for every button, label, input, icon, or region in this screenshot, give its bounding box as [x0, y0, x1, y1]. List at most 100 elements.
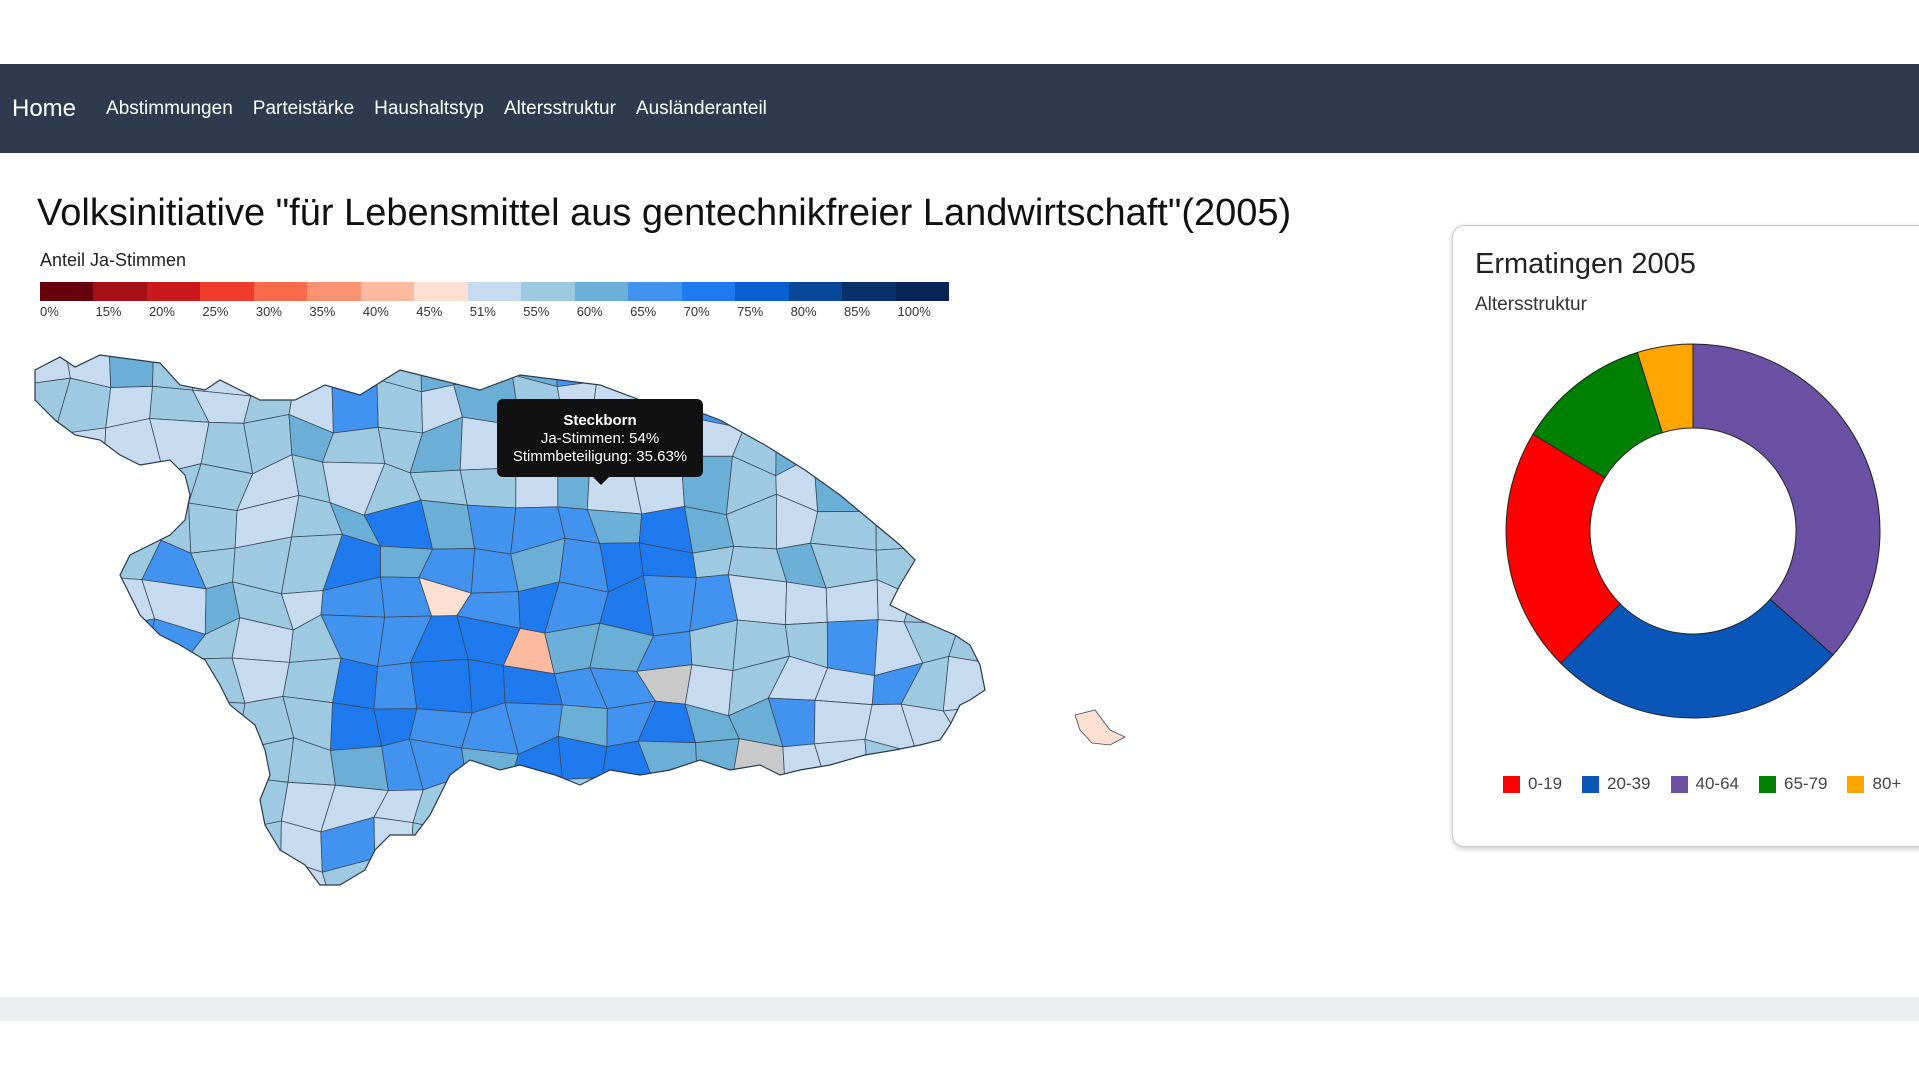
donut-slice-0-19[interactable] — [1505, 433, 1621, 664]
nav-parteistaerke[interactable]: Parteistärke — [252, 97, 355, 119]
municipality-region[interactable] — [821, 853, 867, 905]
municipality-region[interactable] — [20, 498, 73, 555]
municipality-region[interactable] — [766, 774, 829, 821]
municipality-region[interactable] — [775, 420, 833, 477]
municipality-region[interactable] — [373, 816, 414, 859]
municipality-region[interactable] — [453, 345, 513, 386]
municipality-region[interactable] — [821, 345, 872, 395]
municipality-region[interactable] — [953, 464, 1000, 506]
municipality-region[interactable] — [942, 704, 1000, 746]
municipality-region[interactable] — [20, 700, 72, 750]
municipality-region[interactable] — [730, 345, 778, 390]
municipality-region[interactable] — [959, 580, 1000, 626]
municipality-region[interactable] — [591, 857, 648, 905]
municipality-region[interactable] — [506, 778, 563, 816]
municipality-region[interactable] — [831, 383, 872, 421]
municipality-region[interactable] — [726, 774, 785, 835]
municipality-region[interactable] — [456, 862, 511, 906]
municipality-region[interactable] — [188, 502, 238, 554]
nav-home-link[interactable]: Home — [12, 94, 77, 122]
municipality-region[interactable] — [153, 821, 196, 870]
municipality-region[interactable] — [158, 734, 207, 795]
municipality-region[interactable] — [52, 775, 111, 833]
municipality-region[interactable] — [153, 693, 194, 743]
nav-haushaltstyp[interactable]: Haushaltstyp — [374, 97, 484, 119]
municipality-region[interactable] — [690, 822, 728, 869]
municipality-region[interactable] — [410, 857, 466, 905]
municipality-region[interactable] — [195, 855, 244, 905]
municipality-region[interactable] — [957, 535, 1000, 586]
municipality-region[interactable] — [725, 819, 776, 864]
municipality-region[interactable] — [942, 655, 1000, 712]
municipality-region[interactable] — [637, 740, 698, 785]
municipality-region[interactable] — [158, 782, 207, 824]
municipality-region[interactable] — [20, 544, 73, 586]
municipality-region[interactable] — [190, 777, 256, 831]
municipality-region[interactable] — [109, 821, 167, 875]
municipality-region[interactable] — [374, 857, 422, 905]
municipality-region[interactable] — [898, 820, 965, 861]
municipality-region[interactable] — [466, 504, 517, 555]
municipality-region[interactable] — [54, 576, 120, 637]
municipality-region[interactable] — [146, 655, 190, 702]
municipality-region[interactable] — [955, 853, 1001, 905]
legend-entry-0-19[interactable]: 0-19 — [1503, 774, 1562, 794]
municipality-region[interactable] — [596, 345, 653, 382]
municipality-region[interactable] — [766, 819, 828, 869]
municipality-region[interactable] — [332, 657, 379, 710]
municipality-region[interactable] — [958, 776, 1000, 826]
municipality-region[interactable] — [958, 737, 1000, 786]
municipality-region[interactable] — [20, 576, 73, 637]
municipality-region[interactable] — [330, 745, 389, 792]
municipality-region[interactable] — [106, 693, 162, 742]
municipality-region[interactable] — [813, 819, 875, 869]
legend-entry-20-39[interactable]: 20-39 — [1582, 774, 1651, 794]
legend-entry-65-79[interactable]: 65-79 — [1759, 774, 1827, 794]
municipality-region[interactable] — [690, 780, 733, 835]
municipality-region[interactable] — [20, 624, 77, 666]
municipality-region[interactable] — [192, 741, 256, 784]
municipality-region[interactable] — [62, 458, 111, 504]
municipality-region[interactable] — [826, 619, 879, 677]
municipality-region[interactable] — [101, 618, 156, 657]
municipality-region[interactable] — [190, 822, 243, 862]
municipality-region[interactable] — [20, 821, 69, 873]
municipality-region[interactable] — [813, 416, 867, 458]
municipality-region[interactable] — [498, 854, 555, 905]
municipality-region[interactable] — [866, 345, 921, 395]
nav-abstimmungen[interactable]: Abstimmungen — [106, 97, 233, 119]
municipality-region[interactable] — [52, 740, 122, 785]
municipality-region[interactable] — [20, 744, 72, 786]
municipality-region[interactable] — [58, 821, 121, 875]
municipality-region[interactable] — [236, 737, 295, 783]
municipality-region[interactable] — [912, 535, 966, 597]
municipality-region[interactable] — [911, 385, 965, 431]
municipality-region[interactable] — [58, 700, 122, 750]
municipality-region[interactable] — [643, 345, 689, 396]
municipality-region[interactable] — [20, 775, 59, 826]
municipality-region[interactable] — [53, 427, 107, 465]
municipality-region[interactable] — [99, 503, 162, 541]
municipality-region[interactable] — [600, 774, 652, 821]
municipality-region[interactable] — [854, 416, 912, 464]
municipality-region[interactable] — [784, 581, 828, 626]
municipality-region[interactable] — [461, 747, 519, 796]
municipality-region[interactable] — [101, 783, 167, 833]
municipality-region[interactable] — [955, 345, 1001, 391]
municipality-region[interactable] — [774, 859, 828, 905]
municipality-region[interactable] — [959, 823, 1000, 866]
municipality-region[interactable] — [20, 424, 63, 466]
municipality-region[interactable] — [54, 624, 120, 665]
municipality-region[interactable] — [901, 424, 959, 474]
municipality-region[interactable] — [857, 853, 912, 905]
donut-slice-20-39[interactable] — [1560, 598, 1834, 719]
municipality-region[interactable] — [64, 871, 121, 905]
municipality-region[interactable] — [20, 864, 69, 905]
municipality-region[interactable] — [730, 375, 777, 433]
municipality-region[interactable] — [854, 456, 919, 513]
municipality-region[interactable] — [683, 345, 734, 396]
municipality-region[interactable] — [101, 655, 155, 710]
municipality-region[interactable] — [687, 862, 734, 905]
municipality-region[interactable] — [55, 537, 100, 578]
municipality-region[interactable] — [770, 345, 835, 384]
